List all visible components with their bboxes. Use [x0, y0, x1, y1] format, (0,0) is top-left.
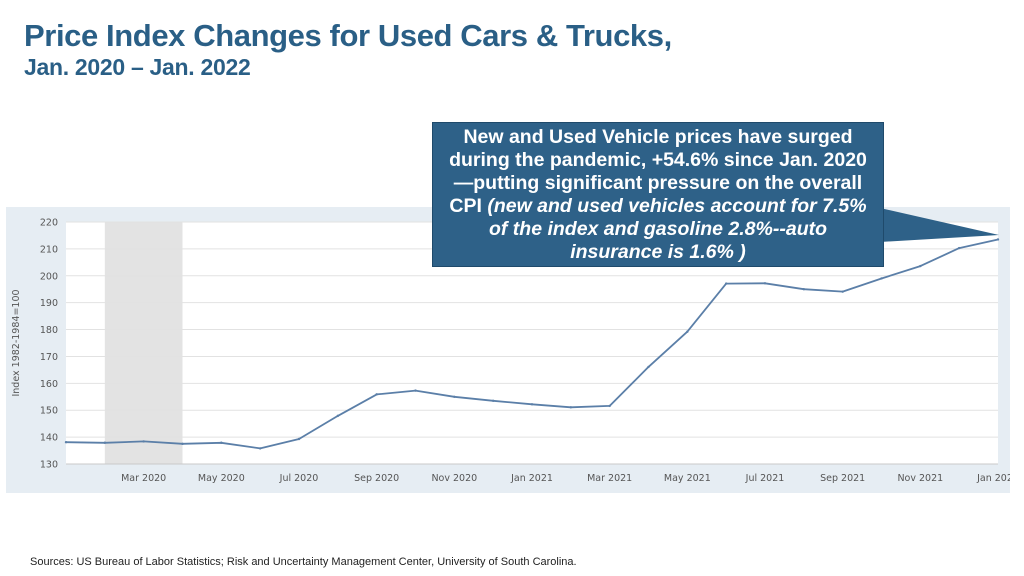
x-tick-label: Jul 2021	[745, 473, 785, 484]
y-tick-label: 220	[40, 218, 58, 229]
data-point	[919, 264, 922, 268]
data-point	[414, 389, 417, 392]
data-point	[957, 246, 961, 250]
data-point	[802, 288, 806, 291]
data-point	[686, 330, 689, 333]
data-point	[491, 399, 495, 403]
y-tick-label: 140	[40, 433, 58, 444]
chart-subtitle: Jan. 2020 – Jan. 2022	[24, 54, 251, 80]
x-tick-label: Sep 2021	[820, 473, 865, 484]
data-point	[181, 442, 184, 446]
y-tick-label: 150	[40, 406, 58, 417]
callout-italic-text: (new and used vehicles account for 7.5% …	[487, 195, 867, 263]
data-point	[530, 403, 534, 406]
data-point	[142, 440, 145, 443]
y-axis-label: Index 1982-1984=100	[11, 289, 22, 396]
data-point	[569, 406, 573, 409]
y-tick-label: 160	[40, 379, 58, 390]
x-tick-label: May 2020	[198, 473, 245, 484]
data-point	[336, 414, 340, 418]
y-tick-label: 210	[40, 244, 58, 255]
data-point	[647, 365, 650, 369]
data-point	[763, 282, 767, 285]
data-point	[996, 238, 1000, 241]
y-tick-label: 180	[40, 325, 58, 336]
x-tick-label: Mar 2020	[121, 473, 166, 484]
data-point	[880, 277, 883, 280]
data-point	[297, 437, 301, 441]
x-tick-label: Jul 2020	[279, 473, 319, 484]
x-tick-label: Nov 2020	[431, 473, 477, 484]
x-tick-label: May 2021	[664, 473, 711, 484]
y-tick-label: 170	[40, 352, 58, 363]
data-point	[258, 447, 262, 450]
data-point	[375, 393, 378, 396]
data-point	[220, 441, 223, 444]
data-point	[608, 404, 611, 408]
y-tick-label: 130	[40, 460, 58, 471]
y-tick-label: 190	[40, 298, 58, 309]
recession-shading	[104, 222, 183, 464]
data-point	[103, 441, 107, 444]
callout-box: New and Used Vehicle prices have surged …	[432, 122, 884, 267]
y-tick-label: 200	[40, 271, 58, 282]
callout-text: New and Used Vehicle prices have surged …	[449, 126, 867, 217]
x-tick-label: Jan 2022	[976, 473, 1010, 484]
x-tick-label: Jan 2021	[510, 473, 553, 484]
x-tick-label: Nov 2021	[897, 473, 943, 484]
data-point	[724, 282, 728, 285]
data-point	[453, 395, 456, 398]
x-tick-label: Mar 2021	[587, 473, 632, 484]
data-point	[841, 290, 844, 293]
source-note: Sources: US Bureau of Labor Statistics; …	[30, 556, 577, 568]
data-point	[64, 441, 68, 444]
chart-title: Price Index Changes for Used Cars & Truc…	[24, 18, 672, 53]
x-tick-label: Sep 2020	[354, 473, 399, 484]
